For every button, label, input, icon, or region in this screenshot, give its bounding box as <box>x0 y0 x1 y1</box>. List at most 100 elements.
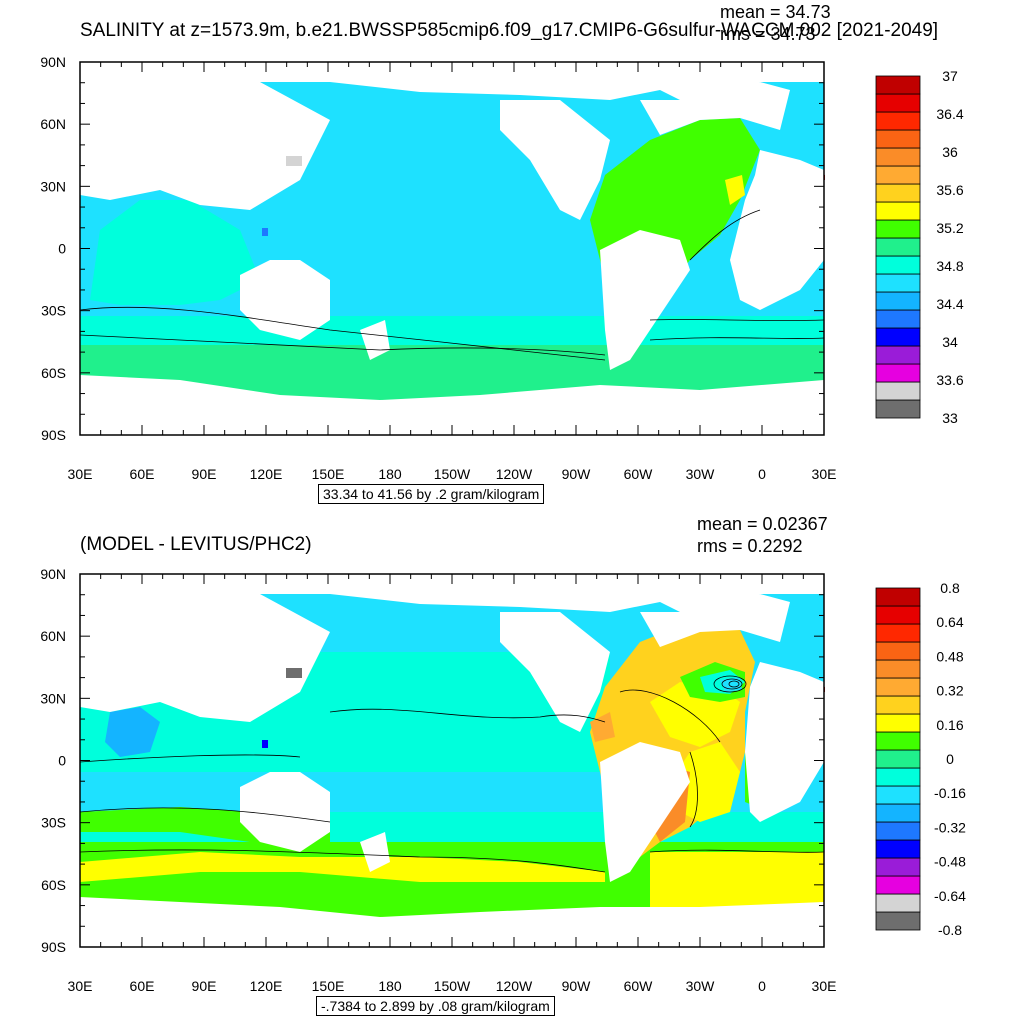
x-tick-label: 30E <box>68 978 93 994</box>
contour-range-note: -.7384 to 2.899 by .08 gram/kilogram <box>316 996 555 1016</box>
negative-anomaly-spot <box>262 740 268 748</box>
y-tick-label: 90N <box>40 566 66 582</box>
colorbar-swatch <box>875 93 921 113</box>
x-tick-label: 30E <box>68 466 93 482</box>
colorbar-swatch <box>875 659 921 679</box>
x-tick-label: 30E <box>812 978 837 994</box>
colorbar-swatch <box>875 893 921 913</box>
colorbar-swatch <box>875 381 921 401</box>
colorbar-label: 34.4 <box>936 296 963 312</box>
colorbar-swatch <box>875 399 921 419</box>
colorbar-swatch <box>875 291 921 311</box>
map-axes: 30E 60E 90E 120E 150E 180 150W 120W 90W 60W 30W 0 30… <box>40 566 836 994</box>
y-tick-label: 60N <box>40 116 66 132</box>
y-tick-label: 0 <box>58 241 66 257</box>
colorbar-label: -0.8 <box>938 922 962 938</box>
colorbar-swatch <box>875 695 921 715</box>
x-tick-label: 30E <box>812 466 837 482</box>
colorbar-swatch <box>875 255 921 275</box>
contour-range-note: 33.34 to 41.56 by .2 gram/kilogram <box>318 484 545 504</box>
x-tick-label: 120W <box>496 466 533 482</box>
colorbar-swatch <box>875 623 921 643</box>
mean-stat: mean = 0.02367 <box>697 514 828 534</box>
colorbar-label: 36.4 <box>936 106 963 122</box>
y-tick-label: 30N <box>40 178 66 194</box>
rms-stat: rms = 34.73 <box>720 24 816 44</box>
colorbar-swatch <box>875 803 921 823</box>
salinity-panel: SALINITY at z=1573.9m, b.e21.BWSSP585cmi… <box>40 2 964 504</box>
colorbar-label: 0.16 <box>936 717 963 733</box>
colorbar-label: 0.32 <box>936 683 963 699</box>
difference-panel: (MODEL - LEVITUS/PHC2) mean = 0.02367 rm… <box>0 512 1024 1024</box>
colorbar-label: 36 <box>942 144 958 160</box>
y-tick-label: 60S <box>41 877 66 893</box>
colorbar-label: 35.2 <box>936 220 963 236</box>
colorbar-swatch <box>875 641 921 661</box>
colorbar-swatch <box>875 875 921 895</box>
colorbar-swatch <box>875 345 921 365</box>
tropical-atlantic-yellow <box>670 742 740 822</box>
x-tick-label: 180 <box>378 978 402 994</box>
y-tick-label: 30N <box>40 690 66 706</box>
colorbar-label: 0 <box>946 751 954 767</box>
colorbar-label: -0.48 <box>934 854 966 870</box>
x-tick-label: 60W <box>624 466 654 482</box>
x-tick-label: 90W <box>562 466 592 482</box>
colorbar-swatch <box>875 165 921 185</box>
colorbar-label: 0.48 <box>936 648 963 664</box>
y-tick-label: 60S <box>41 365 66 381</box>
colorbar-swatch <box>875 677 921 697</box>
difference-map: 30E 60E 90E 120E 150E 180 150W 120W 90W 60W 30W 0 30… <box>40 566 966 994</box>
salinity-map: 30E 60E 90E 120E 150E 180 150W 120W 90W 60W 30W 0 30… <box>40 54 964 482</box>
atlantic-high-salinity <box>725 175 745 205</box>
colorbar-swatch <box>875 587 921 607</box>
x-tick-label: 120W <box>496 978 533 994</box>
colorbar-swatch <box>875 237 921 257</box>
colorbar: 33 33.6 34 34.4 34.8 35.2 35.6 36 36.4 37 <box>875 68 964 426</box>
x-tick-label: 90E <box>192 978 217 994</box>
colorbar-label: 34.8 <box>936 258 963 274</box>
rms-stat: rms = 0.2292 <box>697 536 803 556</box>
y-tick-label: 30S <box>41 815 66 831</box>
negative-anomaly-patch <box>286 668 302 678</box>
colorbar-swatch <box>875 201 921 221</box>
colorbar-swatch <box>875 785 921 805</box>
x-tick-label: 60W <box>624 978 654 994</box>
contour-lines <box>79 209 825 361</box>
x-tick-label: 90E <box>192 466 217 482</box>
colorbar-swatch <box>875 839 921 859</box>
y-tick-label: 60N <box>40 628 66 644</box>
x-tick-label: 180 <box>378 466 402 482</box>
y-tick-label: 30S <box>41 303 66 319</box>
x-tick-label: 0 <box>758 466 766 482</box>
colorbar: -0.8 -0.64 -0.48 -0.32 -0.16 0 0.16 0.32 0.48 0.6… <box>875 580 966 938</box>
colorbar-label: 37 <box>942 68 958 84</box>
mean-stat: mean = 34.73 <box>720 2 831 22</box>
x-tick-label: 150W <box>434 466 471 482</box>
land-masses <box>80 574 824 947</box>
colorbar-swatch <box>875 767 921 787</box>
y-tick-label: 90S <box>41 939 66 955</box>
colorbar-swatch <box>875 363 921 383</box>
chart-title: (MODEL - LEVITUS/PHC2) <box>80 534 312 555</box>
colorbar-swatch <box>875 129 921 149</box>
contour-lines <box>79 675 825 873</box>
colorbar-label: 34 <box>942 334 958 350</box>
arabian-sea-anomaly <box>105 707 160 757</box>
colorbar-swatch <box>875 911 921 931</box>
indian-ocean-region <box>90 200 260 305</box>
south-atlantic-yellow <box>650 852 824 907</box>
y-tick-label: 90S <box>41 427 66 443</box>
x-tick-label: 150E <box>312 978 345 994</box>
colorbar-label: 0.64 <box>936 614 963 630</box>
x-tick-label: 30W <box>686 978 716 994</box>
chart-title: SALINITY at z=1573.9m, b.e21.BWSSP585cmi… <box>80 20 939 41</box>
colorbar-swatch <box>875 857 921 877</box>
x-tick-label: 150E <box>312 466 345 482</box>
low-salinity-spot <box>262 228 268 236</box>
colorbar-swatch <box>875 605 921 625</box>
colorbar-swatch <box>875 111 921 131</box>
low-salinity-patch <box>286 156 302 166</box>
colorbar-swatch <box>875 219 921 239</box>
y-tick-label: 0 <box>58 753 66 769</box>
